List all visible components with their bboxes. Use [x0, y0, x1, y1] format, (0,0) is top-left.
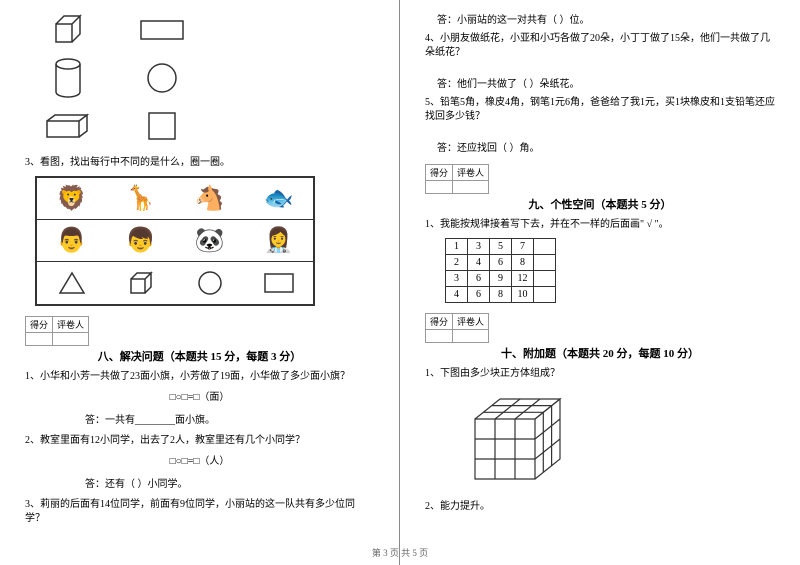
cube-figure: [455, 389, 775, 492]
r-q5-ans: 答：还应找回（ ）角。: [437, 142, 775, 156]
table-row: 36912: [446, 271, 556, 287]
cell: [534, 239, 556, 255]
cell: 6: [468, 287, 490, 303]
r-q4: 4、小朋友做纸花，小亚和小巧各做了20朵，小丁丁做了15朵，他们一共做了几朵纸花…: [425, 32, 775, 60]
score-blank: [26, 333, 53, 346]
s10-q1: 1、下图由多少块正方体组成？: [425, 367, 775, 381]
s8-q1-ans: 答：一共有________面小旗。: [85, 411, 374, 426]
cell: 12: [512, 271, 534, 287]
pic-boy: 👦: [106, 220, 175, 261]
score-label: 得分: [26, 317, 53, 333]
grader-label: 评卷人: [453, 165, 489, 181]
pic-panda: 🐼: [175, 220, 244, 261]
q3-text: 3、看图，找出每行中不同的是什么，圈一圈。: [25, 156, 374, 170]
score-box-8: 得分评卷人: [25, 316, 374, 346]
score-box-9: 得分评卷人: [425, 164, 775, 194]
cell: 5: [490, 239, 512, 255]
score-label: 得分: [426, 314, 453, 330]
cell: 1: [446, 239, 468, 255]
cell: 9: [490, 271, 512, 287]
grader-label: 评卷人: [53, 317, 89, 333]
picture-grid: 🦁 🦒 🐴 🐟 👨 👦 🐼 👩‍⚕️: [35, 176, 315, 306]
grader-blank: [453, 330, 489, 343]
pic-circle: [175, 262, 244, 304]
section-10-title: 十、附加题（本题共 20 分，每题 10 分）: [425, 345, 775, 361]
score-blank: [426, 181, 453, 194]
rectangle-shape: [119, 10, 205, 50]
pic-cube: [106, 262, 175, 304]
s8-q1: 1、小华和小芳一共做了23面小旗，小芳做了19面，小华做了多少面小旗？: [25, 370, 374, 384]
pic-man: 👨: [37, 220, 106, 261]
picture-row-1: 🦁 🦒 🐴 🐟: [37, 178, 313, 220]
cell: 6: [490, 255, 512, 271]
cell: 3: [468, 239, 490, 255]
cell: 4: [468, 255, 490, 271]
cell: 10: [512, 287, 534, 303]
s8-q1-formula: □○□=□（面）: [25, 388, 374, 403]
section-9-title: 九、个性空间（本题共 5 分）: [425, 196, 775, 212]
s8-q2-formula: □○□=□（人）: [25, 452, 374, 467]
s8-q2: 2、教室里面有12小同学，出去了2人，教室里还有几个小同学？: [25, 434, 374, 448]
pic-giraffe: 🦒: [106, 178, 175, 219]
shapes-grid: [25, 10, 205, 146]
grader-blank: [453, 181, 489, 194]
circle-shape: [119, 58, 205, 98]
s8-q3: 3、莉丽的后面有14位同学，前面有9位同学，小丽站的这一队共有多少位同学？: [25, 498, 374, 526]
cell: [534, 271, 556, 287]
table-row: 46810: [446, 287, 556, 303]
score-box-10: 得分评卷人: [425, 313, 775, 343]
cell: 4: [446, 287, 468, 303]
score-table-10: 得分评卷人: [425, 313, 489, 343]
section-8-title: 八、解决问题（本题共 15 分，每题 3 分）: [25, 348, 374, 364]
square-shape: [119, 106, 205, 146]
cell: [534, 255, 556, 271]
score-table-9: 得分评卷人: [425, 164, 489, 194]
cell: 8: [512, 255, 534, 271]
r-q4-ans: 答：他们一共做了（ ）朵纸花。: [437, 78, 775, 92]
s8-q2-ans: 答：还有（ ）小同学。: [85, 475, 374, 490]
cube-shape: [25, 10, 111, 50]
pic-horse: 🐴: [175, 178, 244, 219]
cylinder-shape: [25, 58, 111, 98]
picture-row-2: 👨 👦 🐼 👩‍⚕️: [37, 220, 313, 262]
table-row: 1357: [446, 239, 556, 255]
r-ans1: 答：小丽站的这一对共有（ ）位。: [437, 14, 775, 28]
cell: 2: [446, 255, 468, 271]
picture-row-3: [37, 262, 313, 304]
r-q5: 5、铅笔5角，橡皮4角，钢笔1元6角，爸爸给了我1元，买1块橡皮和1支铅笔还应找…: [425, 96, 775, 124]
pic-lion: 🦁: [37, 178, 106, 219]
s9-q1: 1、我能按规律接着写下去，并在不一样的后面画" √ "。: [425, 218, 775, 232]
cell: 3: [446, 271, 468, 287]
score-table: 得分评卷人: [25, 316, 89, 346]
pic-triangle: [37, 262, 106, 304]
cell: 7: [512, 239, 534, 255]
cell: 6: [468, 271, 490, 287]
right-column: 答：小丽站的这一对共有（ ）位。 4、小朋友做纸花，小亚和小巧各做了20朵，小丁…: [400, 0, 800, 565]
number-table: 1357 2468 36912 46810: [445, 238, 556, 303]
table-row: 2468: [446, 255, 556, 271]
page-footer: 第 3 页 共 5 页: [0, 546, 800, 559]
grader-blank: [53, 333, 89, 346]
left-column: 3、看图，找出每行中不同的是什么，圈一圈。 🦁 🦒 🐴 🐟 👨 👦 🐼 👩‍⚕️…: [0, 0, 400, 565]
cuboid-shape: [25, 106, 111, 146]
grader-label: 评卷人: [453, 314, 489, 330]
pic-fish: 🐟: [244, 178, 313, 219]
cell: 8: [490, 287, 512, 303]
score-label: 得分: [426, 165, 453, 181]
cell: [534, 287, 556, 303]
score-blank: [426, 330, 453, 343]
pic-rect: [244, 262, 313, 304]
pic-nurse: 👩‍⚕️: [244, 220, 313, 261]
s10-q2: 2、能力提升。: [425, 500, 775, 514]
